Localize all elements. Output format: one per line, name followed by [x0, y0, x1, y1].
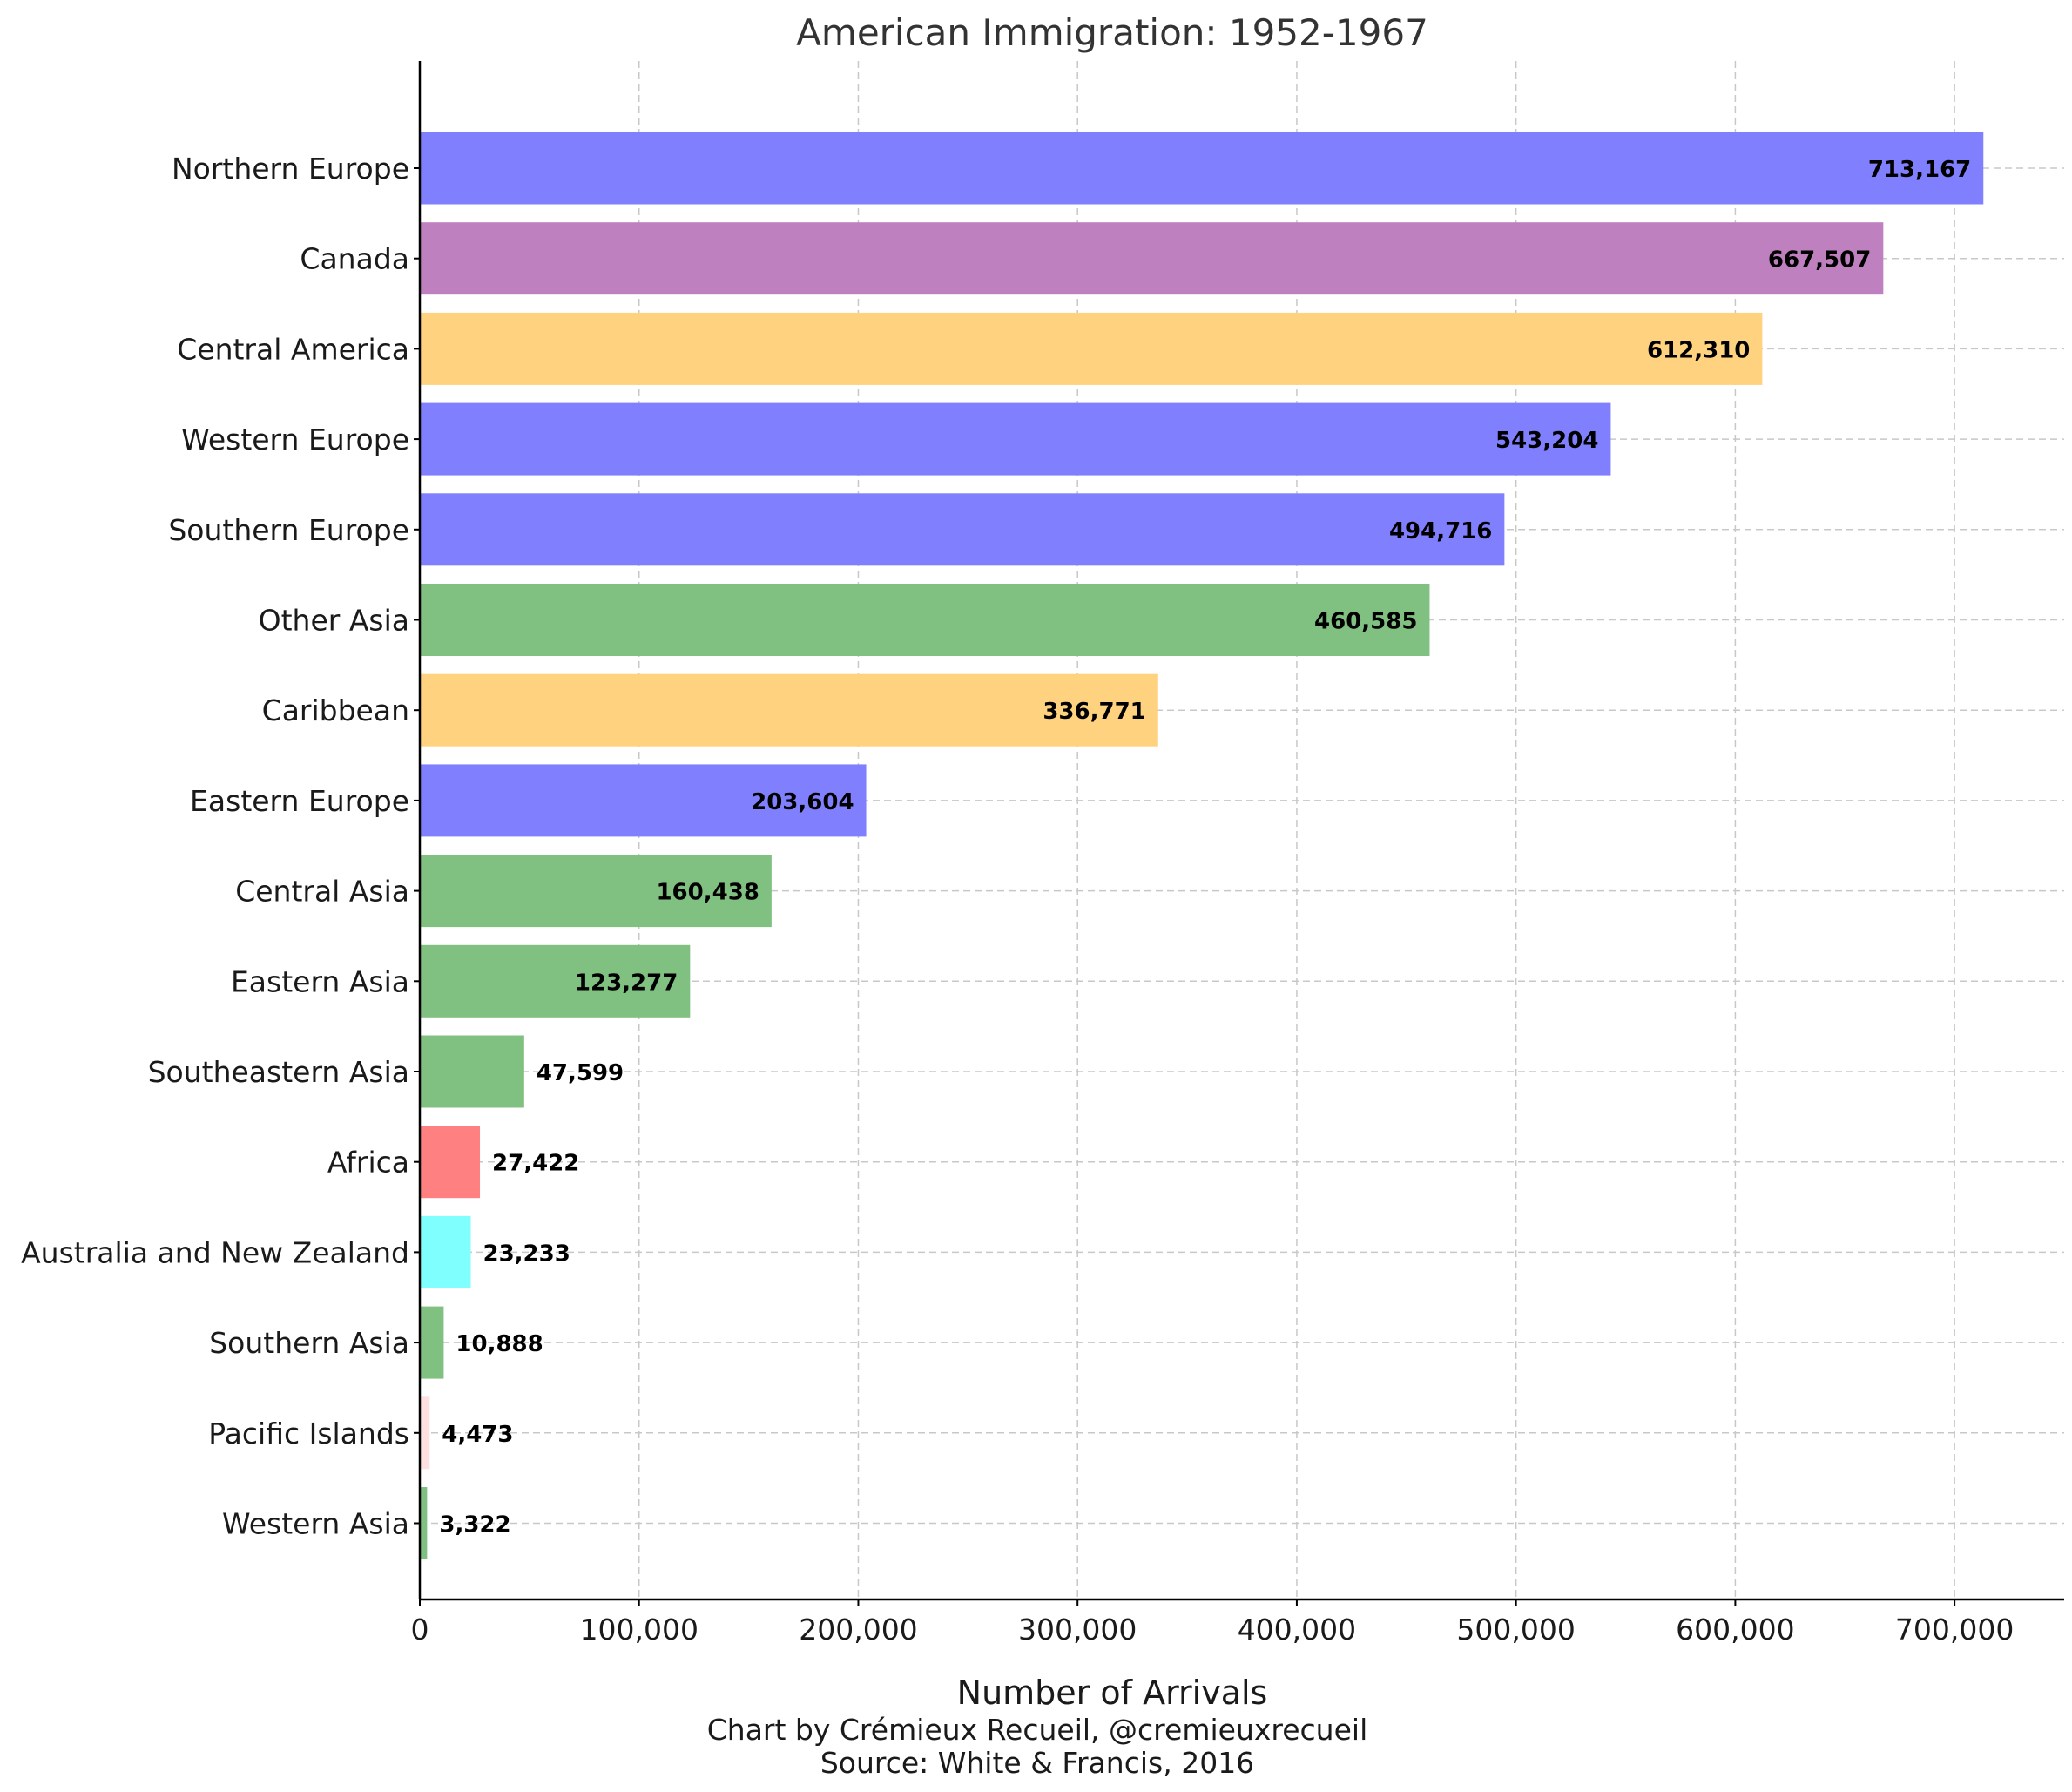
- value-label: 667,507: [1768, 247, 1871, 274]
- value-label: 27,422: [492, 1151, 579, 1177]
- x-axis-label: Number of Arrivals: [957, 1674, 1268, 1712]
- value-label: 4,473: [442, 1422, 513, 1448]
- bar: [420, 944, 691, 1018]
- bar: [420, 584, 1430, 656]
- category-label: Australia and New Zealand: [21, 1235, 409, 1269]
- category-label: Central Asia: [235, 875, 409, 909]
- bar: [420, 493, 1505, 566]
- x-tick-label: 600,000: [1676, 1613, 1794, 1647]
- x-tick-labels: 0 100,000 200,000 300,000 400,000 500,000 600,…: [411, 1613, 2015, 1647]
- bar: [420, 312, 1763, 385]
- value-label: 612,310: [1647, 337, 1750, 363]
- value-label: 3,322: [439, 1512, 510, 1538]
- bar: [420, 402, 1611, 476]
- value-label: 10,888: [456, 1331, 543, 1357]
- value-label: 123,277: [575, 970, 678, 996]
- category-label: Western Europe: [181, 423, 409, 456]
- value-label: 460,585: [1314, 609, 1417, 635]
- bar: [420, 1306, 444, 1379]
- category-label: Pacific Islands: [208, 1417, 409, 1451]
- bar: [420, 1396, 430, 1470]
- source-line: Source: White & Francis, 2016: [820, 1746, 1254, 1780]
- category-label: Southern Europe: [168, 513, 409, 547]
- grid-lines: [420, 61, 2064, 1599]
- x-tick-label: 300,000: [1018, 1613, 1137, 1647]
- category-label: Canada: [300, 242, 409, 276]
- category-label: Other Asia: [259, 604, 409, 638]
- value-label: 160,438: [656, 880, 759, 906]
- category-label: Central America: [177, 332, 409, 366]
- value-label: 203,604: [751, 789, 854, 815]
- x-tick-label: 100,000: [579, 1613, 698, 1647]
- bar: [420, 1126, 481, 1199]
- bar: [420, 1035, 524, 1108]
- x-tick-label: 400,000: [1238, 1613, 1356, 1647]
- credit-line: Chart by Crémieux Recueil, @cremieuxrecu…: [707, 1713, 1368, 1747]
- value-label: 23,233: [483, 1241, 570, 1267]
- value-label: 47,599: [537, 1060, 624, 1086]
- bar: [420, 855, 772, 928]
- category-label: Western Asia: [222, 1507, 409, 1541]
- value-label: 336,771: [1043, 699, 1145, 725]
- bar: [420, 673, 1158, 747]
- axes: [414, 61, 2064, 1606]
- category-label: Caribbean: [262, 693, 409, 727]
- value-label: 543,204: [1495, 428, 1598, 454]
- value-label: 713,167: [1868, 157, 1971, 183]
- category-label: Africa: [327, 1146, 409, 1180]
- category-label: Northern Europe: [172, 152, 409, 186]
- bar: [420, 222, 1884, 295]
- x-tick-label: 0: [411, 1613, 429, 1647]
- category-labels: Northern Europe Canada Central America West…: [21, 152, 409, 1541]
- category-label: Eastern Europe: [190, 784, 409, 818]
- category-label: Eastern Asia: [231, 964, 409, 998]
- bars: [420, 132, 1984, 1559]
- x-tick-label: 700,000: [1895, 1613, 2014, 1647]
- category-label: Southern Asia: [209, 1326, 409, 1360]
- chart-title: American Immigration: 1952-1967: [796, 11, 1428, 54]
- bar: [420, 1215, 471, 1288]
- value-labels: 713,167 667,507 612,310 543,204 494,716 460,5…: [439, 157, 1971, 1538]
- value-label: 494,716: [1389, 518, 1492, 544]
- bar: [420, 132, 1984, 205]
- x-tick-label: 500,000: [1456, 1613, 1575, 1647]
- x-tick-label: 200,000: [799, 1613, 917, 1647]
- bar: [420, 764, 867, 837]
- bar: [420, 1487, 428, 1559]
- category-label: Southeastern Asia: [148, 1055, 409, 1089]
